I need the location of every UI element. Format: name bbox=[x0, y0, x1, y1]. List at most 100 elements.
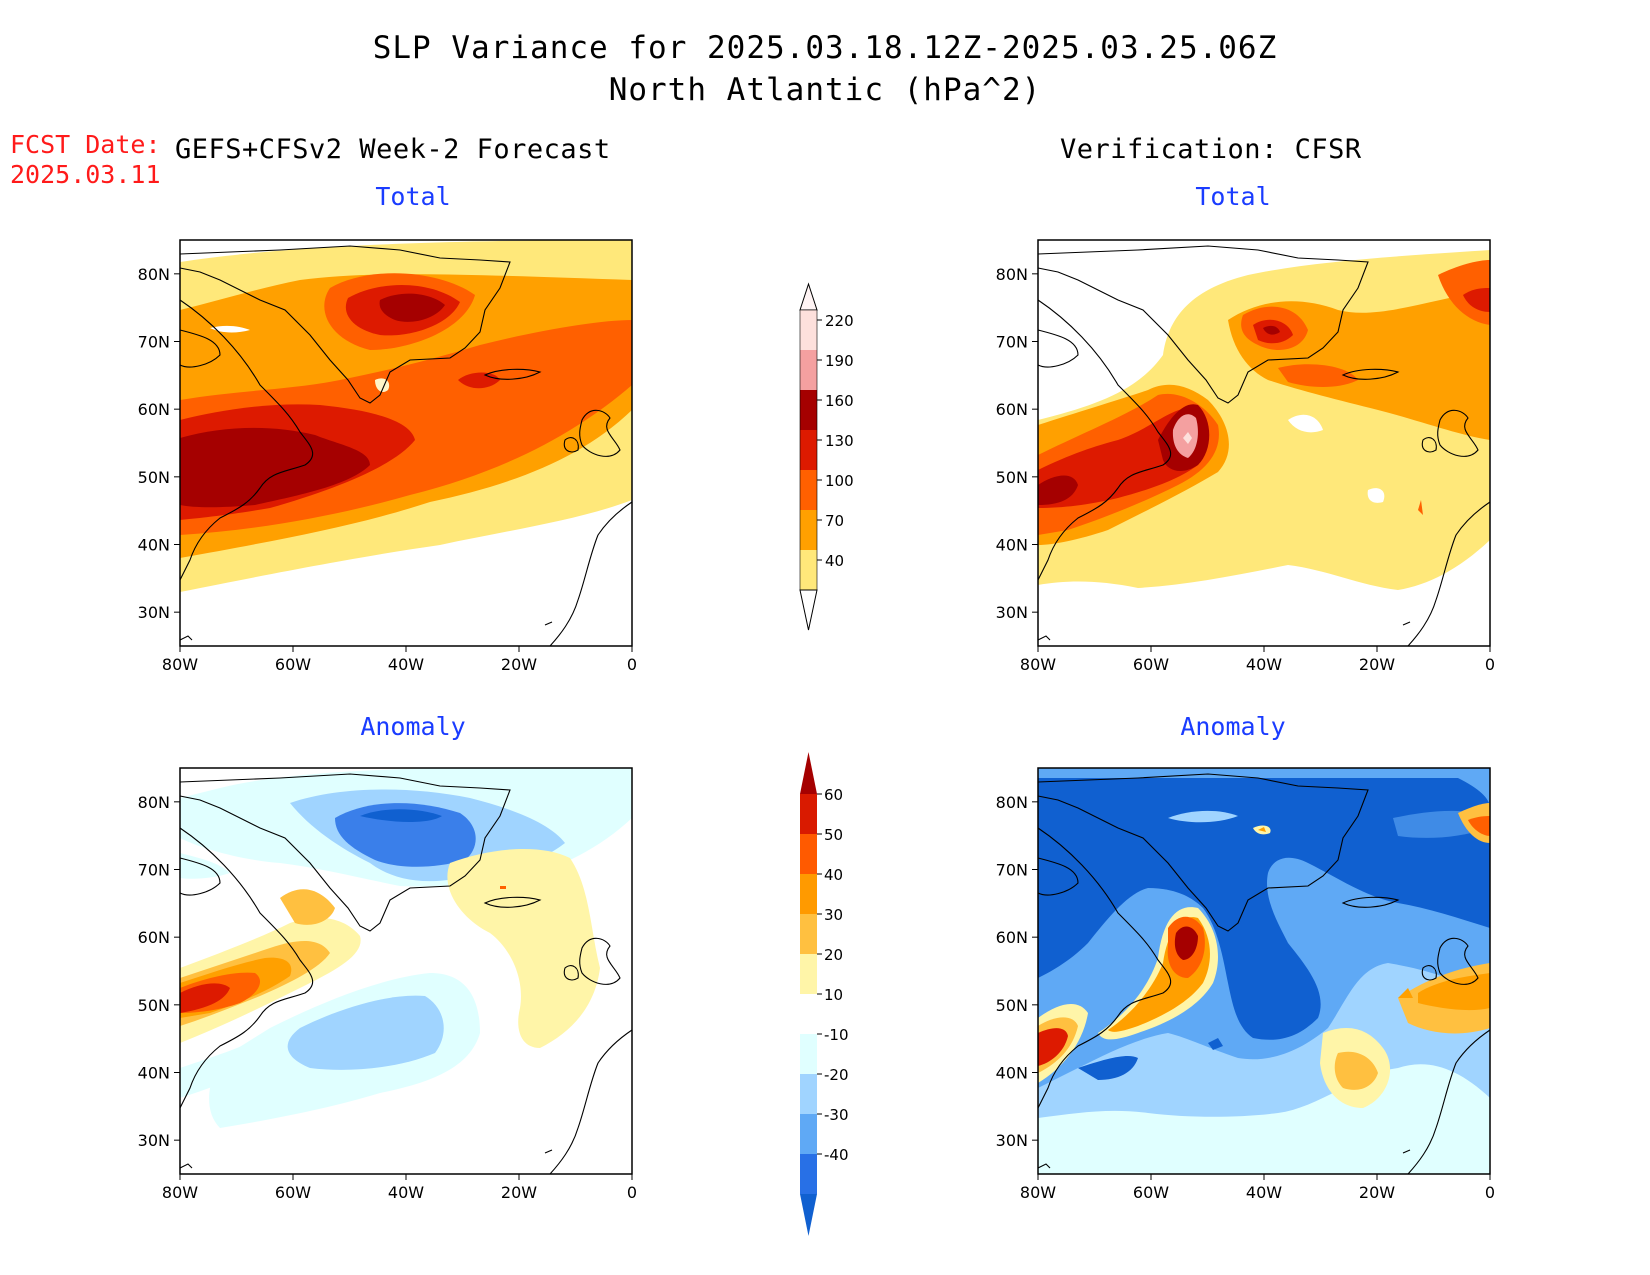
lon-tick-label: 0 bbox=[627, 655, 637, 674]
lon-tick-label: 80W bbox=[162, 1183, 198, 1202]
verification-total-map bbox=[1037, 239, 1491, 647]
forecast-header: GEFS+CFSv2 Week-2 Forecast bbox=[175, 134, 611, 165]
figure-title: SLP Variance for 2025.03.18.12Z-2025.03.… bbox=[372, 30, 1278, 66]
lon-tick-label: 40W bbox=[388, 1183, 424, 1202]
colorbar-segment bbox=[800, 1074, 817, 1114]
verification-total-subtitle: Total bbox=[1195, 182, 1271, 211]
colorbar-label: -10 bbox=[824, 1026, 849, 1044]
lon-tick-label: 40W bbox=[1246, 655, 1282, 674]
forecast-total-map bbox=[179, 239, 633, 647]
forecast-anomaly-coastlines bbox=[179, 773, 633, 1175]
lat-tick-label: 70N bbox=[138, 861, 170, 880]
colorbar-segment bbox=[800, 914, 817, 954]
lat-tick-label: 80N bbox=[138, 265, 170, 284]
verification-header: Verification: CFSR bbox=[1060, 134, 1362, 165]
lat-tick-label: 70N bbox=[996, 861, 1028, 880]
lon-tick-label: 60W bbox=[275, 655, 311, 674]
lon-tick-label: 40W bbox=[388, 655, 424, 674]
lat-tick-label: 80N bbox=[996, 265, 1028, 284]
colorbar-segment bbox=[800, 350, 817, 390]
colorbar-label: -30 bbox=[824, 1106, 849, 1124]
lat-tick-label: 70N bbox=[996, 333, 1028, 352]
lon-tick-label: 0 bbox=[1485, 1183, 1495, 1202]
total-colorbar: 220 190 160 130 100 70 40 bbox=[799, 282, 854, 631]
figure-subtitle: North Atlantic (hPa^2) bbox=[608, 72, 1042, 108]
lat-tick-label: 80N bbox=[138, 793, 170, 812]
colorbar-label: 130 bbox=[825, 432, 854, 450]
lon-tick-label: 0 bbox=[627, 1183, 637, 1202]
forecast-total-coastlines bbox=[179, 245, 633, 647]
colorbar-label: 20 bbox=[824, 946, 843, 964]
forecast-total-subtitle: Total bbox=[375, 182, 451, 211]
colorbar-label: 70 bbox=[825, 512, 844, 530]
forecast-anomaly-shading bbox=[180, 768, 632, 1128]
colorbar-label: 30 bbox=[824, 906, 843, 924]
colorbar-frame bbox=[799, 309, 818, 591]
colorbar-label: 190 bbox=[825, 352, 854, 370]
lat-tick-label: 30N bbox=[996, 1131, 1028, 1150]
lat-tick-label: 60N bbox=[138, 928, 170, 947]
colorbar-label: -20 bbox=[824, 1066, 849, 1084]
lon-tick-label: 20W bbox=[1359, 655, 1395, 674]
lon-tick-label: 20W bbox=[501, 1183, 537, 1202]
colorbar-label: 40 bbox=[825, 552, 844, 570]
colorbar-segment bbox=[800, 874, 817, 914]
lat-tick-label: 50N bbox=[996, 996, 1028, 1015]
colorbar-label: 60 bbox=[824, 786, 843, 804]
colorbar-segment bbox=[800, 470, 817, 510]
colorbar-segment bbox=[800, 794, 817, 834]
colorbar-label: 10 bbox=[824, 986, 843, 1004]
colorbar-segment bbox=[800, 430, 817, 470]
colorbar-segment bbox=[800, 1034, 817, 1074]
colorbar-segment bbox=[800, 310, 817, 350]
colorbar-segment bbox=[800, 834, 817, 874]
lat-tick-label: 30N bbox=[138, 1131, 170, 1150]
lat-tick-label: 60N bbox=[996, 400, 1028, 419]
colorbar-label: 220 bbox=[825, 312, 854, 330]
lat-tick-label: 40N bbox=[996, 1064, 1028, 1083]
colorbar-segment bbox=[800, 1154, 817, 1194]
colorbar-min-arrow bbox=[800, 1194, 817, 1236]
lat-tick-label: 50N bbox=[996, 468, 1028, 487]
lon-tick-label: 0 bbox=[1485, 655, 1495, 674]
colorbar-label: 50 bbox=[824, 826, 843, 844]
colorbar-max-arrow bbox=[800, 752, 817, 794]
forecast-anomaly-subtitle: Anomaly bbox=[360, 712, 466, 741]
colorbar-label: -40 bbox=[824, 1146, 849, 1164]
lon-tick-label: 20W bbox=[1359, 1183, 1395, 1202]
lat-tick-label: 60N bbox=[996, 928, 1028, 947]
lon-tick-label: 20W bbox=[501, 655, 537, 674]
colorbar-segment bbox=[800, 550, 817, 590]
lat-tick-label: 30N bbox=[996, 603, 1028, 622]
colorbar-min-arrow bbox=[799, 589, 818, 631]
verification-anomaly-shading bbox=[1038, 768, 1490, 1118]
colorbar-segment bbox=[800, 1114, 817, 1154]
verification-anomaly-map bbox=[1037, 767, 1491, 1175]
colorbar-max-arrow bbox=[799, 282, 818, 311]
forecast-anomaly-map bbox=[179, 767, 633, 1175]
lat-tick-label: 40N bbox=[996, 536, 1028, 555]
lat-tick-label: 40N bbox=[138, 1064, 170, 1083]
colorbar-segment bbox=[800, 390, 817, 430]
forecast-total-shading bbox=[180, 240, 632, 592]
lon-tick-label: 80W bbox=[1020, 1183, 1056, 1202]
lat-tick-label: 40N bbox=[138, 536, 170, 555]
verification-anomaly-subtitle: Anomaly bbox=[1180, 712, 1286, 741]
colorbar-segment bbox=[800, 954, 817, 994]
lon-tick-label: 80W bbox=[1020, 655, 1056, 674]
lat-tick-label: 60N bbox=[138, 400, 170, 419]
verification-anomaly-coastlines bbox=[1037, 773, 1491, 1175]
lon-tick-label: 40W bbox=[1246, 1183, 1282, 1202]
colorbar-label: 40 bbox=[824, 866, 843, 884]
colorbar-label: 160 bbox=[825, 392, 854, 410]
verification-total-shading bbox=[1038, 250, 1490, 590]
colorbar-segment bbox=[800, 994, 817, 1034]
lat-tick-label: 50N bbox=[138, 996, 170, 1015]
fcst-date-label: FCST Date: bbox=[10, 130, 161, 159]
lat-tick-label: 80N bbox=[996, 793, 1028, 812]
lon-tick-label: 60W bbox=[1133, 655, 1169, 674]
lat-tick-label: 50N bbox=[138, 468, 170, 487]
lat-tick-label: 70N bbox=[138, 333, 170, 352]
axes-layer: 80N 70N 60N 50N 40N 30N 80W 60W 40W 20W 0 80N 70N 60N… bbox=[138, 265, 1495, 1202]
